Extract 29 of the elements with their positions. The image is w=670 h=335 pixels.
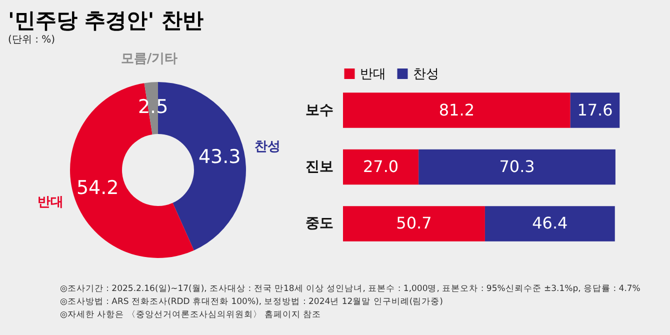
data-label: 43.3 (198, 146, 241, 168)
data-label: 2.5 (138, 96, 168, 118)
bar (484, 206, 615, 242)
bar (418, 149, 616, 185)
slice-label: 찬성 (254, 140, 281, 155)
bar (343, 92, 570, 128)
y-tick-label: 중도 (306, 216, 334, 232)
legend-label: 찬성 (413, 66, 439, 82)
donut-slice (70, 83, 194, 258)
data-label: 50.7 (396, 214, 432, 233)
bar (343, 206, 485, 242)
data-label: 46.4 (532, 214, 568, 233)
bar (570, 92, 620, 128)
text: ◎조사기간 : 2025.2.16(일)~17(월), 조사대상 : 전국 만18세 이상 성인남녀, 표본수 : 1,000명, 표본오차 : 95%신뢰수준 ±3.1%p, 응답률 : 4.7% (60, 283, 640, 296)
text: ◎자세한 사항은 〈중앙선거여론조사심의위원회〉 홈페이지 참조 (60, 309, 322, 322)
data-label: 81.2 (438, 100, 474, 120)
bar (343, 149, 419, 185)
legend-label: 반대 (360, 66, 386, 82)
text: ◎조사방법 : ARS 전화조사(RDD 휴대전화 100%), 보정방법 : 2024년 12월말 인구비례(림가중) (60, 296, 444, 309)
data-label: 27.0 (362, 157, 399, 176)
chart-title: '민주당 추경안' 찬반 (8, 8, 204, 32)
chart-subtitle: (단위 : %) (8, 34, 56, 46)
y-tick-label: 보수 (306, 102, 334, 118)
data-label: 70.3 (499, 157, 535, 176)
y-tick-label: 진보 (306, 159, 334, 175)
data-label: 17.6 (577, 100, 613, 120)
slice-label: 모름/기타 (120, 51, 178, 66)
data-label: 54.2 (76, 176, 119, 199)
slice-label: 반대 (38, 194, 64, 210)
